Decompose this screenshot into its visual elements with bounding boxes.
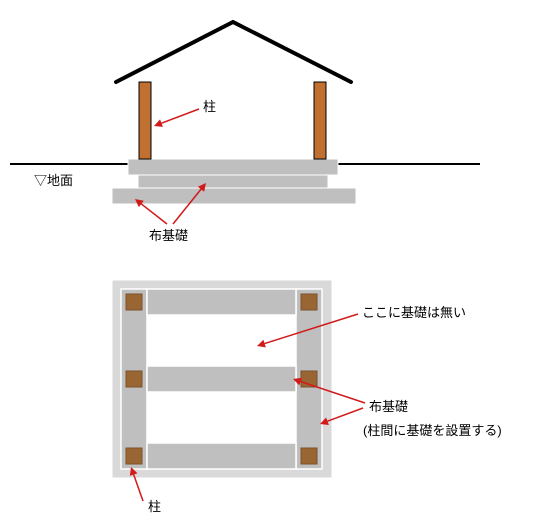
strip-foundation-label-plan: 布基礎 [369,396,408,415]
no-foundation-label: ここに基礎は無い [362,302,466,321]
ground-label: ▽地面 [34,170,73,189]
pillar-label-top: 柱 [203,96,216,115]
strip-foundation-label-top: 布基礎 [149,225,188,244]
pillar-label-bottom: 柱 [148,496,161,515]
strip-foundation-note: (柱間に基礎を設置する) [363,420,502,439]
